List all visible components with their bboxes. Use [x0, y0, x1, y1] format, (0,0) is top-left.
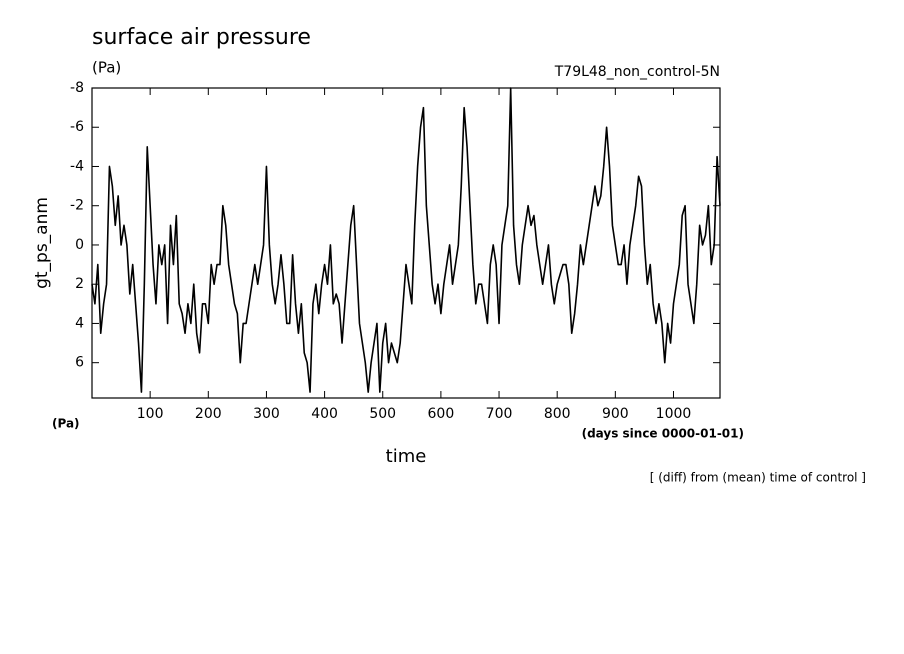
chart-title: surface air pressure	[92, 25, 311, 50]
x-tick-label: 100	[137, 406, 164, 422]
y-tick-label: 6	[75, 355, 84, 371]
x-tick-label: 1000	[656, 406, 692, 422]
x-tick-label: 400	[311, 406, 338, 422]
x-axis-label: time	[386, 446, 427, 467]
y-tick-label: 2	[75, 276, 84, 292]
y-tick-label: -4	[70, 158, 84, 174]
x-tick-label: 700	[486, 406, 513, 422]
note: [ (diff) from (mean) time of control ]	[650, 471, 866, 485]
y-tick-label: -2	[70, 198, 84, 214]
y-axis-label: gt_ps_anm	[32, 197, 52, 289]
y-tick-label: -8	[70, 80, 84, 96]
axes	[92, 87, 720, 398]
data-line	[91, 87, 721, 393]
y-tick-label: 0	[75, 237, 84, 253]
y-tick-label: -6	[70, 119, 84, 135]
x-tick-label: 500	[369, 406, 396, 422]
x-tick-label: 600	[428, 406, 455, 422]
x-tick-label: 800	[544, 406, 571, 422]
y-tick-label: 4	[75, 315, 84, 331]
unit-label: (Pa)	[92, 59, 121, 77]
y-unit-label: (Pa)	[52, 417, 80, 431]
x-unit-label: (days since 0000-01-01)	[582, 427, 744, 441]
x-tick-label: 300	[253, 406, 280, 422]
plot-frame	[91, 87, 721, 399]
x-tick-label: 900	[602, 406, 629, 422]
x-tick-label: 200	[195, 406, 222, 422]
run-label: T79L48_non_control-5N	[554, 64, 720, 80]
